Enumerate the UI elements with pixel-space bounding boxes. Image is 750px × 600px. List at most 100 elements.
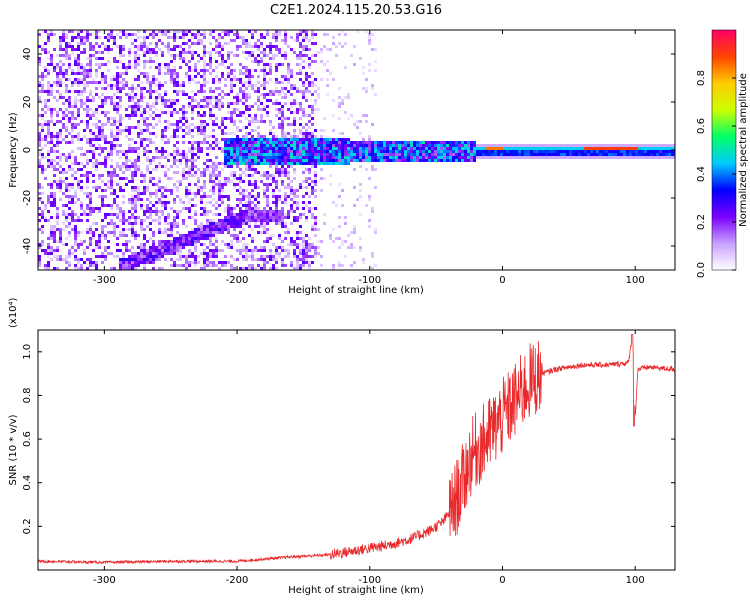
spectrogram-cell (128, 129, 131, 132)
spectrogram-cell (224, 183, 227, 186)
spectrogram-cell (413, 156, 416, 159)
spectrogram-cell (107, 231, 110, 234)
spectrogram-cell (209, 96, 212, 99)
spectrogram-cell (170, 192, 173, 195)
spectrogram-cell (245, 267, 248, 270)
spectrogram-cell (230, 234, 233, 237)
spectrogram-cell (212, 48, 215, 51)
spectrogram-cell (299, 102, 302, 105)
spectrogram-cell (266, 177, 269, 180)
spectrogram-cell (296, 255, 299, 258)
spectrogram-cell (128, 126, 131, 129)
spectrogram-cell (275, 138, 278, 141)
spectrogram-cell (281, 117, 284, 120)
spectrogram-cell (338, 138, 341, 141)
spectrogram-cell (71, 246, 74, 249)
spectrogram-cell (140, 93, 143, 96)
spectrogram-cell (188, 264, 191, 267)
spectrogram-cell (302, 261, 305, 264)
spectrogram-cell (167, 201, 170, 204)
spectrogram-cell (203, 192, 206, 195)
spectrogram-cell (518, 153, 521, 156)
spectrogram-cell (647, 144, 650, 147)
spectrogram-cell (545, 147, 548, 150)
spectrogram-cell (50, 111, 53, 114)
spectrogram-cell (341, 141, 344, 144)
spectrogram-cell (143, 111, 146, 114)
spectrogram-cell (608, 144, 611, 147)
spectrogram-cell (596, 147, 599, 150)
spectrogram-cell (227, 195, 230, 198)
spectrogram-cell (287, 138, 290, 141)
spectrogram-cell (98, 210, 101, 213)
spectrogram-cell (173, 171, 176, 174)
spectrogram-cell (98, 96, 101, 99)
spectrogram-cell (83, 66, 86, 69)
spectrogram-cell (551, 153, 554, 156)
spectrogram-cell (215, 174, 218, 177)
spectrogram-cell (185, 132, 188, 135)
spectrogram-cell (212, 189, 215, 192)
spectrogram-cell (242, 198, 245, 201)
spectrogram-cell (86, 72, 89, 75)
colorbar: 0.00.20.40.60.8 Normalized spectral ampl… (696, 29, 749, 278)
spectrogram-cell (407, 141, 410, 144)
spectrogram-cell (428, 156, 431, 159)
spectrogram-cell (254, 30, 257, 33)
spectrogram-cell (206, 165, 209, 168)
spectrogram-cell (170, 105, 173, 108)
spectrogram-cell (59, 255, 62, 258)
spectrogram-cell (155, 96, 158, 99)
spectrogram-cell (53, 150, 56, 153)
spectrogram-cell (56, 168, 59, 171)
spectrogram-cell (437, 147, 440, 150)
spectrogram-cell (221, 72, 224, 75)
spectrogram-cell (290, 186, 293, 189)
spectrogram-cell (269, 150, 272, 153)
spectrogram-cell (575, 150, 578, 153)
spectrogram-cell (116, 72, 119, 75)
spectrogram-cell (203, 138, 206, 141)
spectrogram-cell (122, 129, 125, 132)
spectrogram-cell (203, 183, 206, 186)
spectrogram-cell (65, 141, 68, 144)
spectrogram-cell (299, 144, 302, 147)
spectrogram-cell (116, 135, 119, 138)
spectrogram-cell (197, 177, 200, 180)
spectrogram-cell (167, 213, 170, 216)
spectrogram-cell (572, 156, 575, 159)
spectrogram-cell (284, 222, 287, 225)
spectrogram-cell (188, 102, 191, 105)
spectrogram-cell (446, 156, 449, 159)
spectrogram-cell (311, 192, 314, 195)
spectrogram-cell (530, 147, 533, 150)
spectrogram-cell (365, 168, 368, 171)
spectrogram-cell (92, 78, 95, 81)
spectrogram-cell (173, 72, 176, 75)
spectrogram-cell (200, 120, 203, 123)
spectrogram-cell (239, 144, 242, 147)
spectrogram-cell (356, 141, 359, 144)
spectrogram-cell (206, 99, 209, 102)
spectrogram-cell (143, 117, 146, 120)
spectrogram-cell (278, 117, 281, 120)
spectrogram-cell (122, 261, 125, 264)
spectrogram-cell (146, 165, 149, 168)
spectrogram-cell (206, 168, 209, 171)
spectrogram-cell (143, 267, 146, 270)
spectrogram-cell (524, 153, 527, 156)
spectrogram-cell (305, 177, 308, 180)
spectrogram-cell (296, 135, 299, 138)
spectrogram-cell (629, 150, 632, 153)
spectrogram-cell (50, 231, 53, 234)
spectrogram-cell (239, 153, 242, 156)
spectrogram-cell (209, 264, 212, 267)
spectrogram-cell (158, 120, 161, 123)
spectrogram-cell (341, 138, 344, 141)
spectrogram-cell (173, 48, 176, 51)
spectrogram-cell (194, 243, 197, 246)
spectrogram-cell (260, 246, 263, 249)
spectrogram-cell (53, 180, 56, 183)
spectrogram-cell (422, 156, 425, 159)
spectrogram-cell (215, 231, 218, 234)
